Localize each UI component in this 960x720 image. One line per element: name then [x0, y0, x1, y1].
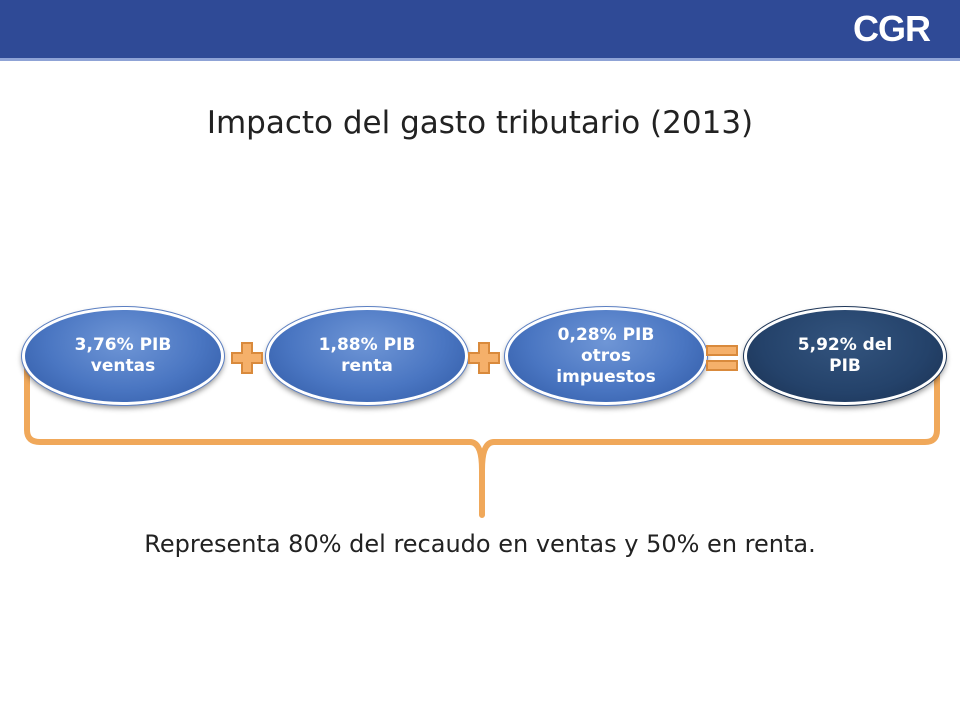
header-bar: CGR	[0, 0, 960, 61]
page-title: Impacto del gasto tributario (2013)	[206, 105, 754, 141]
term-total: 5,92% del PIB	[743, 306, 947, 406]
term-renta: 1,88% PIB renta	[265, 306, 469, 406]
term-otros-impuestos: 0,28% PIB otros impuestos	[504, 306, 708, 406]
term-ventas: 3,76% PIB ventas	[21, 306, 225, 406]
plus-icon	[231, 342, 263, 374]
term-otros-impuestos-label: 0,28% PIB otros impuestos	[556, 324, 656, 387]
term-total-label: 5,92% del PIB	[797, 335, 893, 376]
equals-icon	[706, 345, 738, 371]
cgr-logo: CGR	[853, 8, 931, 49]
caption-text: Representa 80% del recaudo en ventas y 5…	[144, 530, 816, 558]
term-renta-label: 1,88% PIB renta	[318, 335, 416, 376]
plus-icon	[468, 342, 500, 374]
term-ventas-label: 3,76% PIB ventas	[74, 335, 172, 376]
